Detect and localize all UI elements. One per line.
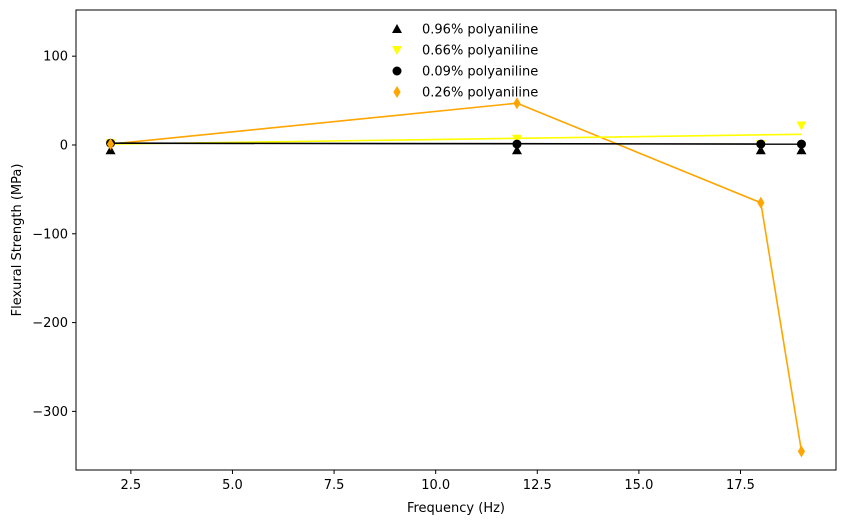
- data-point: [512, 139, 522, 149]
- x-axis-label: Frequency (Hz): [407, 501, 505, 516]
- data-point: [796, 139, 806, 149]
- legend-label: 0.66% polyaniline: [422, 44, 538, 59]
- legend-marker: [392, 66, 402, 76]
- legend-label: 0.96% polyaniline: [422, 23, 538, 38]
- data-point: [755, 145, 766, 155]
- x-tick-label: 12.5: [523, 478, 552, 493]
- y-tick-label: −100: [32, 227, 68, 242]
- plot-area: [76, 10, 836, 470]
- y-axis-label: Flexural Strength (MPa): [10, 164, 25, 317]
- x-tick-label: 10.0: [421, 478, 450, 493]
- y-tick-label: 0: [60, 138, 68, 153]
- x-tick-label: 7.5: [324, 478, 345, 493]
- data-point: [511, 134, 522, 144]
- y-tick-label: −300: [32, 405, 68, 420]
- data-point: [756, 139, 766, 149]
- data-point: [511, 145, 522, 155]
- data-point: [106, 138, 115, 151]
- legend-label: 0.09% polyaniline: [422, 65, 538, 80]
- series-line: [110, 142, 802, 145]
- plot-frame: [75, 9, 837, 471]
- data-point: [797, 445, 806, 458]
- series-line: [110, 102, 803, 452]
- y-tick-label: −200: [32, 316, 68, 331]
- legend-label: 0.26% polyaniline: [422, 86, 538, 101]
- data-point: [796, 121, 807, 131]
- lines-layer: [110, 102, 803, 452]
- x-tick-label: 17.5: [726, 478, 755, 493]
- legend: 0.96% polyaniline 0.66% polyaniline 0.09% …: [392, 23, 538, 101]
- x-tick-label: 5.0: [222, 478, 243, 493]
- x-tick-label: 15.0: [624, 478, 653, 493]
- legend-marker: [392, 46, 402, 55]
- y-ticks: 100 0 −100 −200 −300: [32, 50, 76, 420]
- markers-layer: [105, 97, 807, 458]
- series-line: [110, 133, 802, 145]
- data-point: [513, 97, 521, 110]
- x-tick-label: 2.5: [121, 478, 142, 493]
- data-point: [796, 145, 807, 155]
- y-tick-label: 100: [43, 50, 68, 65]
- data-point: [757, 196, 765, 209]
- legend-marker: [393, 86, 401, 98]
- x-ticks: 2.5 5.0 7.5 10.0 12.5 15.0 17.5: [121, 470, 755, 493]
- legend-marker: [392, 24, 402, 33]
